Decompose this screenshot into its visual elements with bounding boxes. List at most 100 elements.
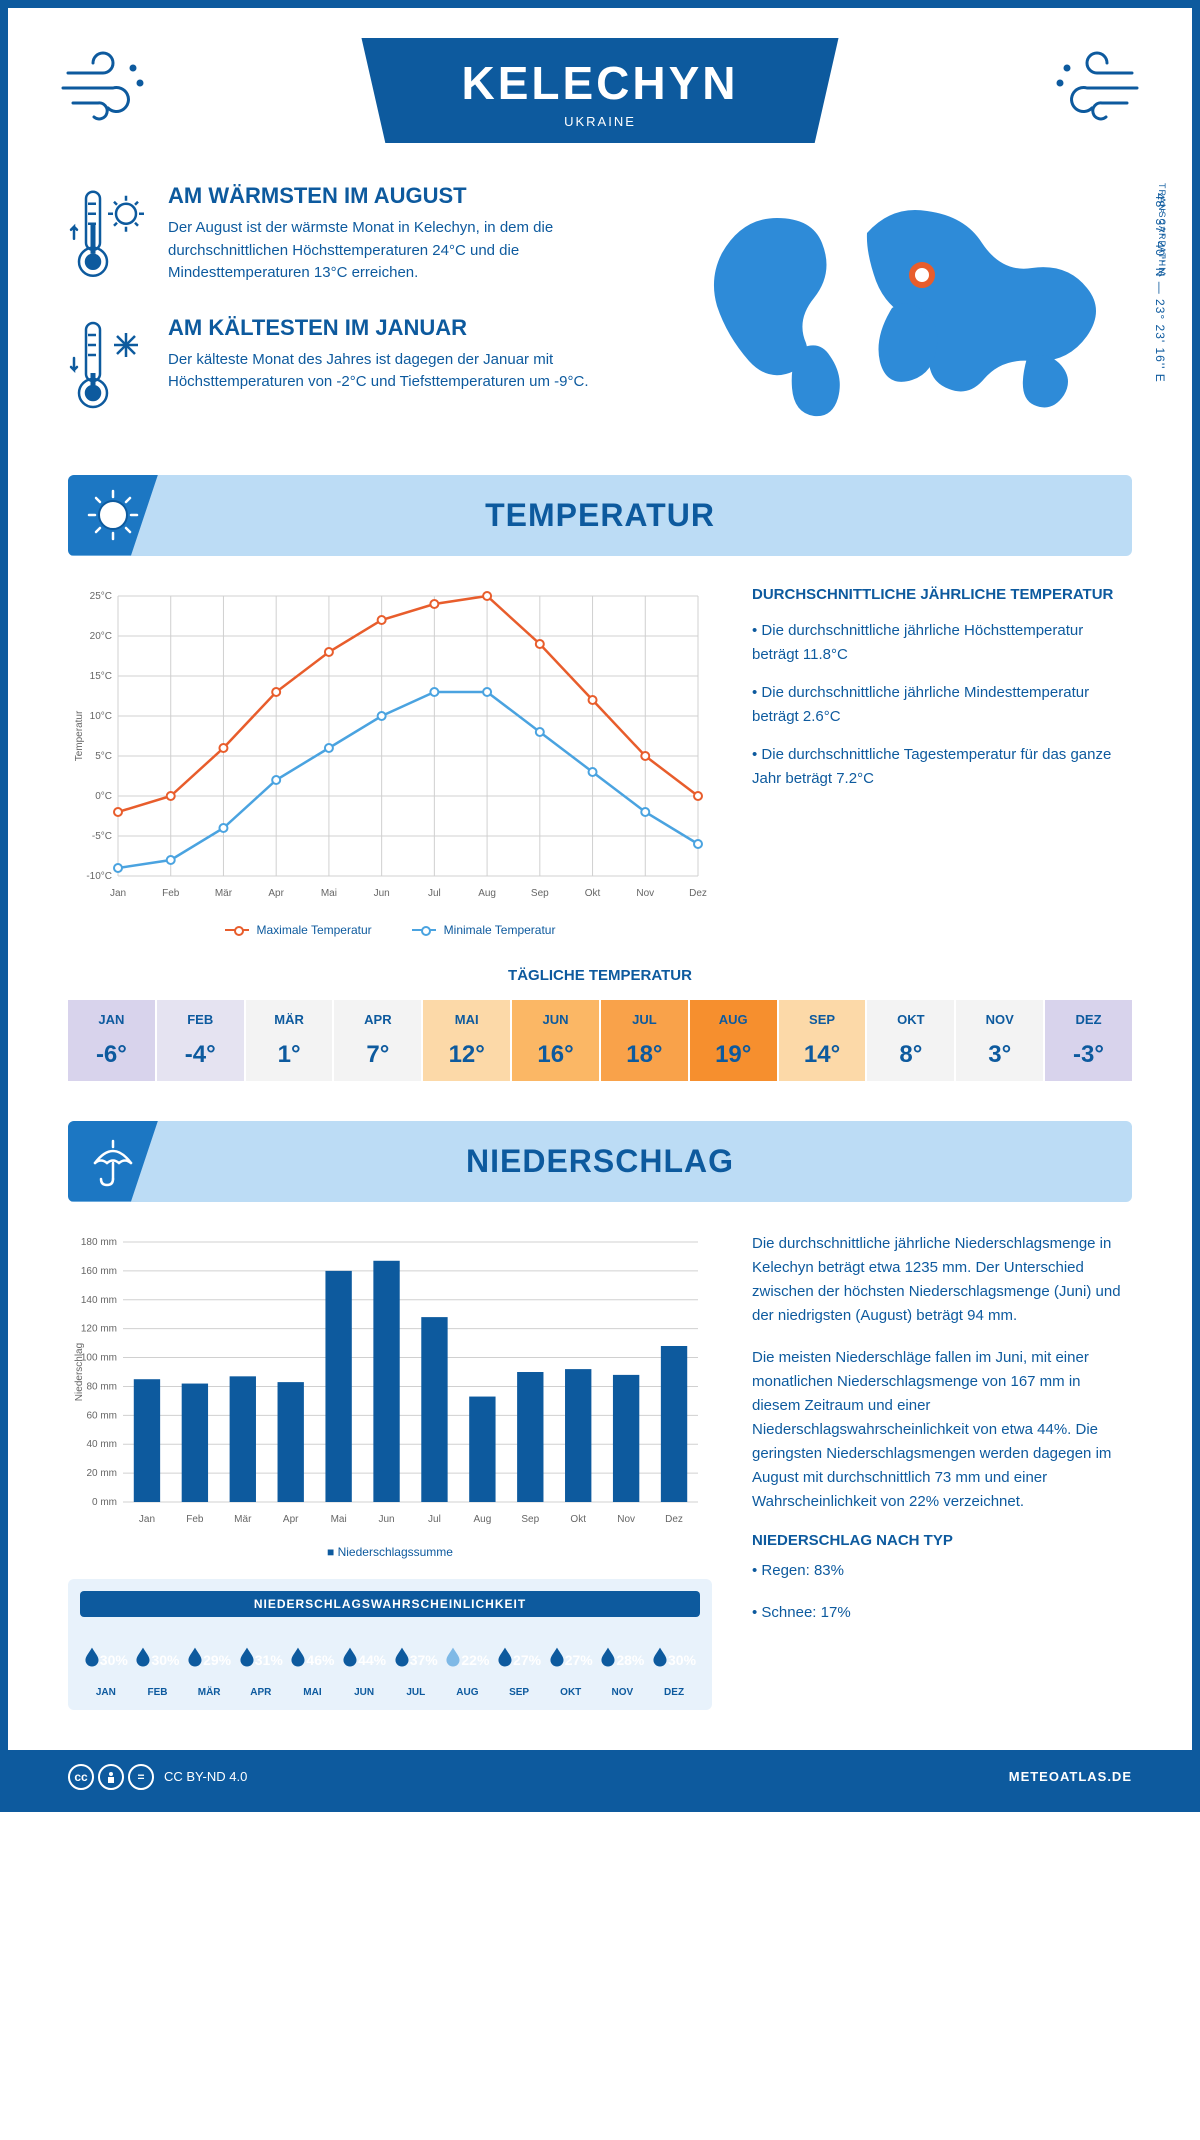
prob-drop: 30%JAN [82,1629,130,1698]
bar-chart: 0 mm20 mm40 mm60 mm80 mm100 mm120 mm140 … [68,1232,708,1532]
svg-text:120 mm: 120 mm [81,1323,117,1334]
svg-text:Jun: Jun [374,888,390,899]
precip-type-snow: • Schnee: 17% [752,1601,1132,1625]
legend-label: Maximale Temperatur [257,923,372,937]
section-title: NIEDERSCHLAG [68,1143,1132,1180]
temp-cell: MÄR1° [246,1000,333,1081]
prob-drop: 37%JUL [392,1629,440,1698]
wind-icon [58,48,158,128]
fact-coldest: AM KÄLTESTEN IM JANUAR Der kälteste Mona… [68,315,652,415]
fact-warmest: AM WÄRMSTEN IM AUGUST Der August ist der… [68,183,652,285]
svg-text:Mär: Mär [234,1514,252,1525]
page: KELECHYN UKRAINE [0,0,1200,1812]
fact-text: AM WÄRMSTEN IM AUGUST Der August ist der… [168,183,652,285]
prob-drop: 46%MAI [288,1629,336,1698]
footer: cc = CC BY-ND 4.0 METEOATLAS.DE [8,1750,1192,1804]
daily-temperature: TÄGLICHE TEMPERATUR JAN-6°FEB-4°MÄR1°APR… [68,967,1132,1081]
svg-text:Apr: Apr [268,888,284,899]
fact-cold-text: Der kälteste Monat des Jahres ist dagege… [168,349,652,394]
temp-bullet: • Die durchschnittliche Tagestemperatur … [752,743,1132,791]
fact-warm-title: AM WÄRMSTEN IM AUGUST [168,183,652,209]
svg-text:Sep: Sep [521,1514,539,1525]
prob-row: 30%JAN30%FEB29%MÄR31%APR46%MAI44%JUN37%J… [80,1629,700,1698]
probability-box: NIEDERSCHLAGSWAHRSCHEINLICHKEIT 30%JAN30… [68,1579,712,1710]
prob-title: NIEDERSCHLAGSWAHRSCHEINLICHKEIT [80,1591,700,1617]
section-header-temperature: TEMPERATUR [68,475,1132,556]
svg-text:-5°C: -5°C [92,831,112,842]
temp-cell: NOV3° [956,1000,1043,1081]
section-header-precipitation: NIEDERSCHLAG [68,1121,1132,1202]
fact-warm-text: Der August ist der wärmste Monat in Kele… [168,217,652,285]
thermometer-snow-icon [68,315,148,415]
svg-text:140 mm: 140 mm [81,1294,117,1305]
legend-label: Minimale Temperatur [444,923,556,937]
svg-text:Jul: Jul [428,1514,441,1525]
precipitation-section: 0 mm20 mm40 mm60 mm80 mm100 mm120 mm140 … [68,1232,1132,1710]
precip-para: Die meisten Niederschläge fallen im Juni… [752,1346,1132,1514]
temp-cell: SEP14° [779,1000,866,1081]
svg-text:20 mm: 20 mm [86,1468,117,1479]
world-map-area: TRANSCARPATHIA 48° 37' 40'' N — 23° 23' … [692,183,1132,445]
legend-max: .legend-item:nth-child(1) .legend-swatch… [225,923,372,937]
prob-drop: 27%OKT [547,1629,595,1698]
world-map-icon [692,183,1112,423]
by-icon [98,1764,124,1790]
temp-cell: OKT8° [867,1000,954,1081]
temp-info-title: DURCHSCHNITTLICHE JÄHRLICHE TEMPERATUR [752,586,1132,603]
svg-text:80 mm: 80 mm [86,1381,117,1392]
temp-cell: MAI12° [423,1000,510,1081]
header-banner: KELECHYN UKRAINE [361,38,838,143]
svg-text:5°C: 5°C [95,751,112,762]
precip-left: 0 mm20 mm40 mm60 mm80 mm100 mm120 mm140 … [68,1232,712,1710]
svg-text:Dez: Dez [665,1514,683,1525]
nd-icon: = [128,1764,154,1790]
svg-text:40 mm: 40 mm [86,1439,117,1450]
temp-bullet: • Die durchschnittliche jährliche Höchst… [752,619,1132,667]
svg-text:Jul: Jul [428,888,441,899]
country-name: UKRAINE [461,114,738,129]
prob-drop: 30%FEB [133,1629,181,1698]
svg-text:Jun: Jun [378,1514,394,1525]
cc-icons: cc = [68,1764,154,1790]
svg-text:Aug: Aug [473,1514,491,1525]
line-chart: -10°C-5°C0°C5°C10°C15°C20°C25°CJanFebMär… [68,586,708,906]
temp-grid: JAN-6°FEB-4°MÄR1°APR7°MAI12°JUN16°JUL18°… [68,1000,1132,1081]
daily-temp-title: TÄGLICHE TEMPERATUR [68,967,1132,984]
svg-text:Niederschlag: Niederschlag [74,1342,85,1400]
cc-icon: cc [68,1764,94,1790]
temp-bullet: • Die durchschnittliche jährliche Mindes… [752,681,1132,729]
svg-text:Jan: Jan [139,1514,155,1525]
svg-text:15°C: 15°C [90,671,112,682]
section-title: TEMPERATUR [68,497,1132,534]
prob-drop: 28%NOV [598,1629,646,1698]
bar-legend: Niederschlagssumme [68,1545,712,1559]
svg-text:Feb: Feb [162,888,180,899]
precip-text: Die durchschnittliche jährliche Niedersc… [752,1232,1132,1710]
prob-drop: 29%MÄR [185,1629,233,1698]
fact-cold-title: AM KÄLTESTEN IM JANUAR [168,315,652,341]
prob-drop: 31%APR [237,1629,285,1698]
svg-text:Okt: Okt [570,1514,586,1525]
svg-text:20°C: 20°C [90,631,112,642]
content: AM WÄRMSTEN IM AUGUST Der August ist der… [8,163,1192,1750]
fact-text: AM KÄLTESTEN IM JANUAR Der kälteste Mona… [168,315,652,415]
chart-legend: .legend-item:nth-child(1) .legend-swatch… [68,923,712,937]
header: KELECHYN UKRAINE [8,8,1192,163]
prob-drop: 30%DEZ [650,1629,698,1698]
temp-cell: FEB-4° [157,1000,244,1081]
svg-text:Mai: Mai [331,1514,347,1525]
temp-cell: JUN16° [512,1000,599,1081]
svg-text:160 mm: 160 mm [81,1265,117,1276]
svg-text:10°C: 10°C [90,711,112,722]
svg-text:Mai: Mai [321,888,337,899]
svg-text:-10°C: -10°C [86,871,112,882]
svg-text:Dez: Dez [689,888,707,899]
footer-license: cc = CC BY-ND 4.0 [68,1764,247,1790]
svg-text:180 mm: 180 mm [81,1237,117,1248]
legend-min: .legend-item:nth-child(2) .legend-swatch… [412,923,556,937]
svg-text:100 mm: 100 mm [81,1352,117,1363]
precip-para: Die durchschnittliche jährliche Niedersc… [752,1232,1132,1328]
svg-text:0 mm: 0 mm [92,1497,117,1508]
intro-row: AM WÄRMSTEN IM AUGUST Der August ist der… [68,183,1132,445]
svg-text:Temperatur: Temperatur [74,710,85,761]
